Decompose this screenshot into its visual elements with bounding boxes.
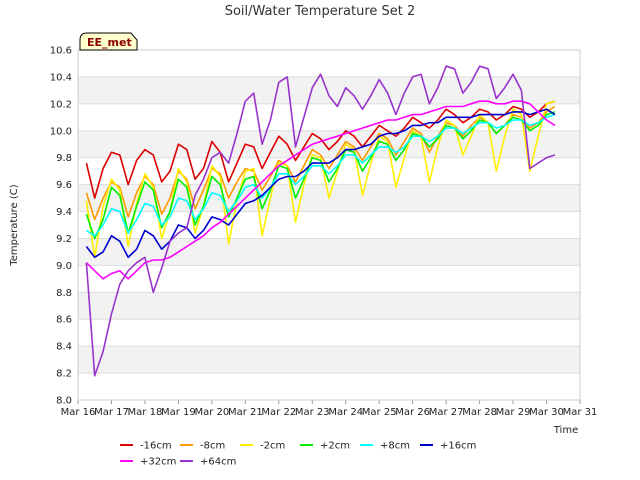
grid-band	[78, 50, 580, 77]
x-tick-label: Mar 26	[395, 407, 430, 418]
badge-shape	[79, 32, 138, 51]
series-line-2cm	[85, 100, 556, 259]
chart-title: Soil/Water Temperature Set 2	[225, 4, 416, 19]
y-tick-label: 9.0	[56, 261, 72, 272]
y-tick-label: 8.6	[56, 315, 72, 326]
badge-label: EE_met	[87, 36, 132, 49]
series-lines	[85, 65, 556, 377]
y-tick-label: 10.4	[50, 72, 72, 83]
x-tick-label: Mar 22	[261, 407, 296, 418]
legend-label: +2cm	[320, 441, 350, 452]
series-line-64cm	[85, 65, 556, 377]
x-tick-label: Mar 31	[563, 407, 598, 418]
grid-band	[78, 346, 580, 374]
legend-label: -2cm	[260, 441, 285, 452]
y-axis-ticks: 8.0 8.2 8.4 8.6 8.8 9.0 9.2 9.4 9.6 9.8 10.0 10.2 10…	[50, 46, 72, 407]
legend-label: +32cm	[140, 457, 176, 468]
x-tick-label: Mar 19	[161, 407, 196, 418]
x-tick-label: Mar 16	[61, 407, 96, 418]
x-tick-label: Mar 25	[362, 407, 397, 418]
plot-background	[78, 49, 580, 401]
y-axis-label: Temperature (C)	[9, 184, 20, 266]
legend-label: -16cm	[140, 441, 172, 452]
y-tick-label: 9.6	[56, 180, 72, 191]
grid-band	[78, 238, 580, 266]
y-tick-label: 8.8	[56, 288, 72, 299]
legend-label: -8cm	[200, 441, 225, 452]
legend: -16cm -8cm -2cm +2cm +8cm +16cm +32cm +64cm	[120, 441, 476, 468]
y-tick-label: 10.2	[50, 99, 72, 110]
x-tick-label: Mar 29	[496, 407, 531, 418]
grid-band	[78, 292, 580, 320]
x-tick-label: Mar 28	[462, 407, 497, 418]
x-axis-label: Time	[553, 425, 578, 436]
y-tick-label: 10.6	[50, 46, 72, 57]
y-tick-label: 8.0	[56, 396, 72, 407]
legend-label: +8cm	[380, 441, 410, 452]
x-tick-label: Mar 23	[295, 407, 330, 418]
series-line-16cm	[85, 100, 556, 199]
grid-band	[78, 373, 580, 400]
x-tick-label: Mar 20	[194, 407, 229, 418]
plot-frame	[77, 49, 581, 401]
x-tick-label: Mar 21	[228, 407, 263, 418]
x-tick-label: Mar 27	[429, 407, 464, 418]
grid-band	[78, 76, 580, 104]
grid-band	[78, 211, 580, 239]
y-tick-label: 9.4	[56, 207, 72, 218]
y-tick-label: 8.2	[56, 369, 72, 380]
grid-band	[78, 103, 580, 131]
series-line-8cm	[85, 113, 556, 237]
series-line-16cm	[85, 108, 556, 259]
x-tick-label: Mar 24	[328, 407, 363, 418]
x-tick-label: Mar 30	[529, 407, 564, 418]
grid-band	[78, 265, 580, 293]
x-tick-label: Mar 17	[94, 407, 129, 418]
y-tick-label: 9.2	[56, 234, 72, 245]
grid-band	[78, 319, 580, 347]
grid-band	[78, 130, 580, 158]
y-tick-label: 8.4	[56, 342, 72, 353]
legend-label: +64cm	[200, 457, 236, 468]
y-tick-label: 9.8	[56, 153, 72, 164]
x-tick-label: Mar 18	[128, 407, 163, 418]
station-badge: EE_met	[79, 32, 138, 51]
y-tick-label: 10.0	[50, 126, 72, 137]
legend-label: +16cm	[440, 441, 476, 452]
